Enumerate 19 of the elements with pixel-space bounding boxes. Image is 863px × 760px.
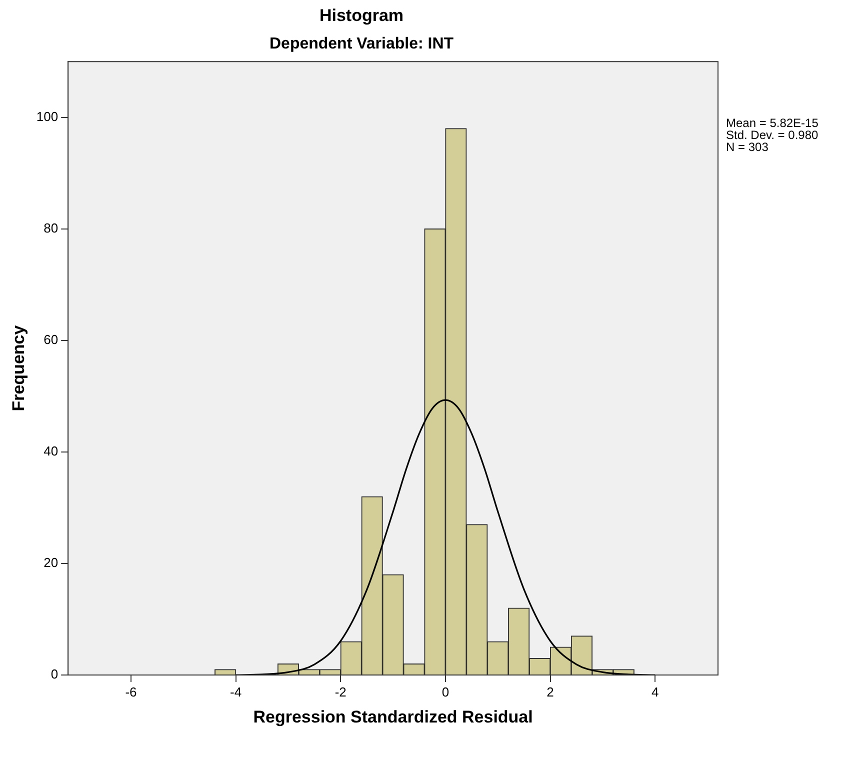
x-tick-label: -6 xyxy=(125,684,137,700)
x-tick-label: 4 xyxy=(651,684,659,700)
x-tick-label: -4 xyxy=(230,684,242,700)
text: N = 303 xyxy=(726,140,770,154)
x-tick-label: -2 xyxy=(334,684,346,700)
x-tick-label: 2 xyxy=(546,684,554,700)
y-tick-label: 20 xyxy=(44,555,58,570)
chart-title: Histogram xyxy=(319,6,404,25)
text: Mean = 5.82E-15 xyxy=(726,116,818,130)
y-tick-label: 100 xyxy=(36,108,58,124)
y-tick-label: 60 xyxy=(44,332,58,347)
y-tick-label: 80 xyxy=(44,220,58,236)
y-axis-title: Frequency xyxy=(8,324,28,412)
chart-subtitle: Dependent Variable: INT xyxy=(269,35,454,52)
x-axis-title: Regression Standardized Residual xyxy=(253,707,533,726)
text: Std. Dev. = 0.980 xyxy=(726,128,818,142)
y-tick-label: 40 xyxy=(44,444,58,459)
x-tick-label: 0 xyxy=(442,684,450,700)
y-tick-label: 0 xyxy=(50,666,58,682)
